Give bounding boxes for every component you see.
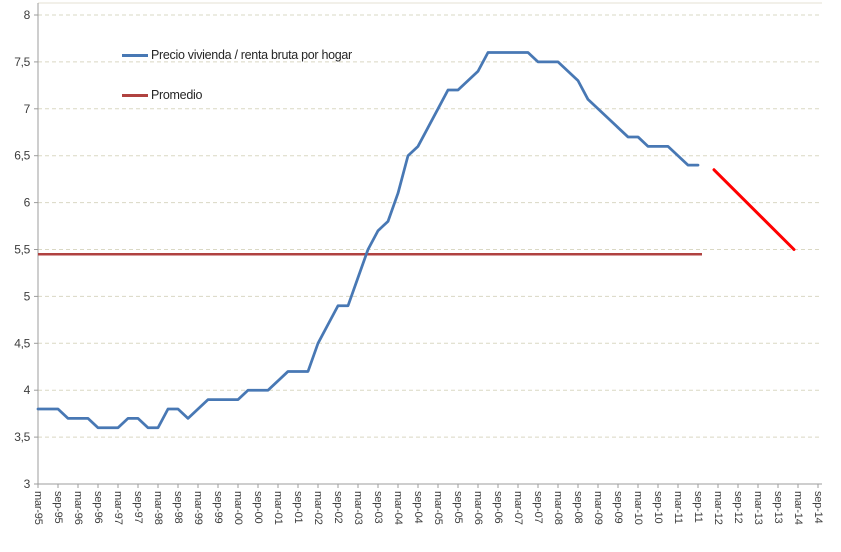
- legend-swatch-promedio: [122, 93, 148, 97]
- x-axis-label: mar-11: [672, 491, 684, 524]
- x-axis-label: mar-06: [472, 491, 484, 525]
- legend-label-promedio: Promedio: [151, 88, 203, 102]
- legend-label-ratio: Precio vivienda / renta bruta por hogar: [151, 48, 352, 62]
- x-axis-label: mar-12: [712, 491, 724, 525]
- x-axis-label: sep-14: [812, 491, 824, 524]
- y-axis-label: 5,5: [14, 243, 30, 257]
- x-axis-label: sep-05: [452, 491, 464, 524]
- y-axis-label: 6: [24, 196, 31, 210]
- x-axis-label: mar-99: [192, 491, 204, 525]
- y-axis-label: 6,5: [14, 149, 30, 163]
- x-axis-label: mar-98: [152, 491, 164, 525]
- x-axis-label: mar-09: [592, 491, 604, 525]
- x-axis-label: mar-95: [32, 491, 44, 525]
- ratio-line: [36, 51, 700, 430]
- x-axis-label: sep-07: [532, 491, 544, 524]
- x-axis-label: sep-01: [292, 491, 304, 524]
- x-axis-label: mar-14: [792, 491, 804, 525]
- y-axis-label: 7: [24, 102, 31, 116]
- y-axis-label: 4,5: [14, 336, 30, 350]
- y-axis-label: 7,5: [14, 55, 30, 69]
- chart-legend: Precio vivienda / renta bruta por hogar …: [122, 45, 352, 125]
- x-axis-label: sep-97: [132, 491, 144, 524]
- x-axis-label: sep-06: [492, 491, 504, 524]
- x-axis-label: mar-04: [392, 491, 404, 525]
- legend-swatch-ratio: [122, 53, 148, 57]
- forecast-line: [712, 168, 796, 251]
- x-axis-label: sep-03: [372, 491, 384, 524]
- legend-item-ratio: Precio vivienda / renta bruta por hogar: [122, 45, 352, 65]
- x-axis-label: mar-08: [552, 491, 564, 525]
- x-axis-label: mar-10: [632, 491, 644, 525]
- x-axis-label: sep-99: [212, 491, 224, 524]
- x-axis-label: mar-00: [232, 491, 244, 525]
- y-axis-label: 8: [24, 8, 31, 22]
- x-axis-label: mar-96: [72, 491, 84, 525]
- x-axis-label: mar-01: [272, 491, 284, 525]
- x-axis-label: sep-11: [692, 491, 704, 523]
- x-axis-label: sep-12: [732, 491, 744, 524]
- x-axis-label: sep-09: [612, 491, 624, 524]
- y-axis-label: 3,5: [14, 430, 30, 444]
- x-axis-label: sep-13: [772, 491, 784, 524]
- x-axis-label: mar-13: [752, 491, 764, 525]
- x-axis-label: sep-96: [92, 491, 104, 524]
- x-axis-label: mar-97: [112, 491, 124, 525]
- x-axis-label: sep-98: [172, 491, 184, 524]
- x-axis-label: sep-04: [412, 491, 424, 524]
- x-axis-label: sep-10: [652, 491, 664, 524]
- x-axis-label: mar-05: [432, 491, 444, 525]
- x-axis-label: mar-02: [312, 491, 324, 525]
- x-axis-label: mar-03: [352, 491, 364, 525]
- y-axis-label: 4: [24, 383, 31, 397]
- x-axis-label: sep-02: [332, 491, 344, 524]
- x-axis-label: sep-08: [572, 491, 584, 524]
- y-axis-label: 3: [24, 477, 31, 491]
- legend-item-promedio: Promedio: [122, 85, 352, 105]
- x-axis-label: sep-00: [252, 491, 264, 524]
- x-axis-label: mar-07: [512, 491, 524, 525]
- y-axis-label: 5: [24, 289, 31, 303]
- x-axis-label: sep-95: [52, 491, 64, 524]
